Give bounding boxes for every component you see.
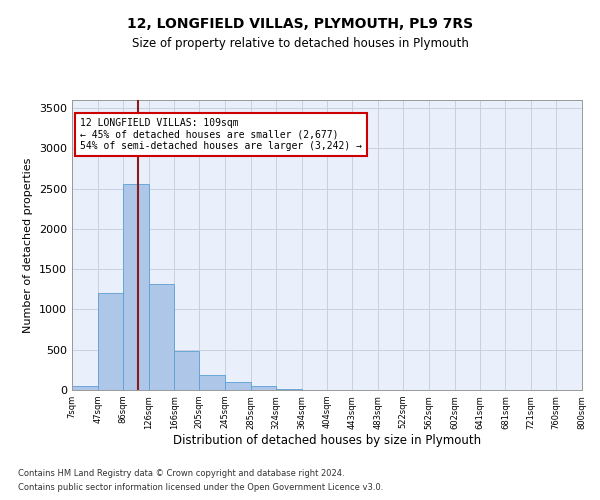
Text: Contains HM Land Registry data © Crown copyright and database right 2024.: Contains HM Land Registry data © Crown c… (18, 468, 344, 477)
Bar (199, 375, 225, 390)
Text: Contains public sector information licensed under the Open Government Licence v3: Contains public sector information licen… (18, 484, 383, 492)
Bar (123, 184, 149, 390)
Text: 12, LONGFIELD VILLAS, PLYMOUTH, PL9 7RS: 12, LONGFIELD VILLAS, PLYMOUTH, PL9 7RS (127, 18, 473, 32)
Text: Size of property relative to detached houses in Plymouth: Size of property relative to detached ho… (131, 38, 469, 51)
Y-axis label: Number of detached properties: Number of detached properties (23, 158, 34, 332)
Bar (225, 382, 251, 390)
Bar (276, 389, 302, 390)
Bar (174, 350, 199, 390)
X-axis label: Distribution of detached houses by size in Plymouth: Distribution of detached houses by size … (173, 434, 481, 448)
Bar (251, 386, 276, 390)
Text: 12 LONGFIELD VILLAS: 109sqm
← 45% of detached houses are smaller (2,677)
54% of : 12 LONGFIELD VILLAS: 109sqm ← 45% of det… (80, 118, 362, 151)
Bar (98, 292, 123, 390)
Bar (72, 386, 98, 390)
Bar (149, 284, 174, 390)
